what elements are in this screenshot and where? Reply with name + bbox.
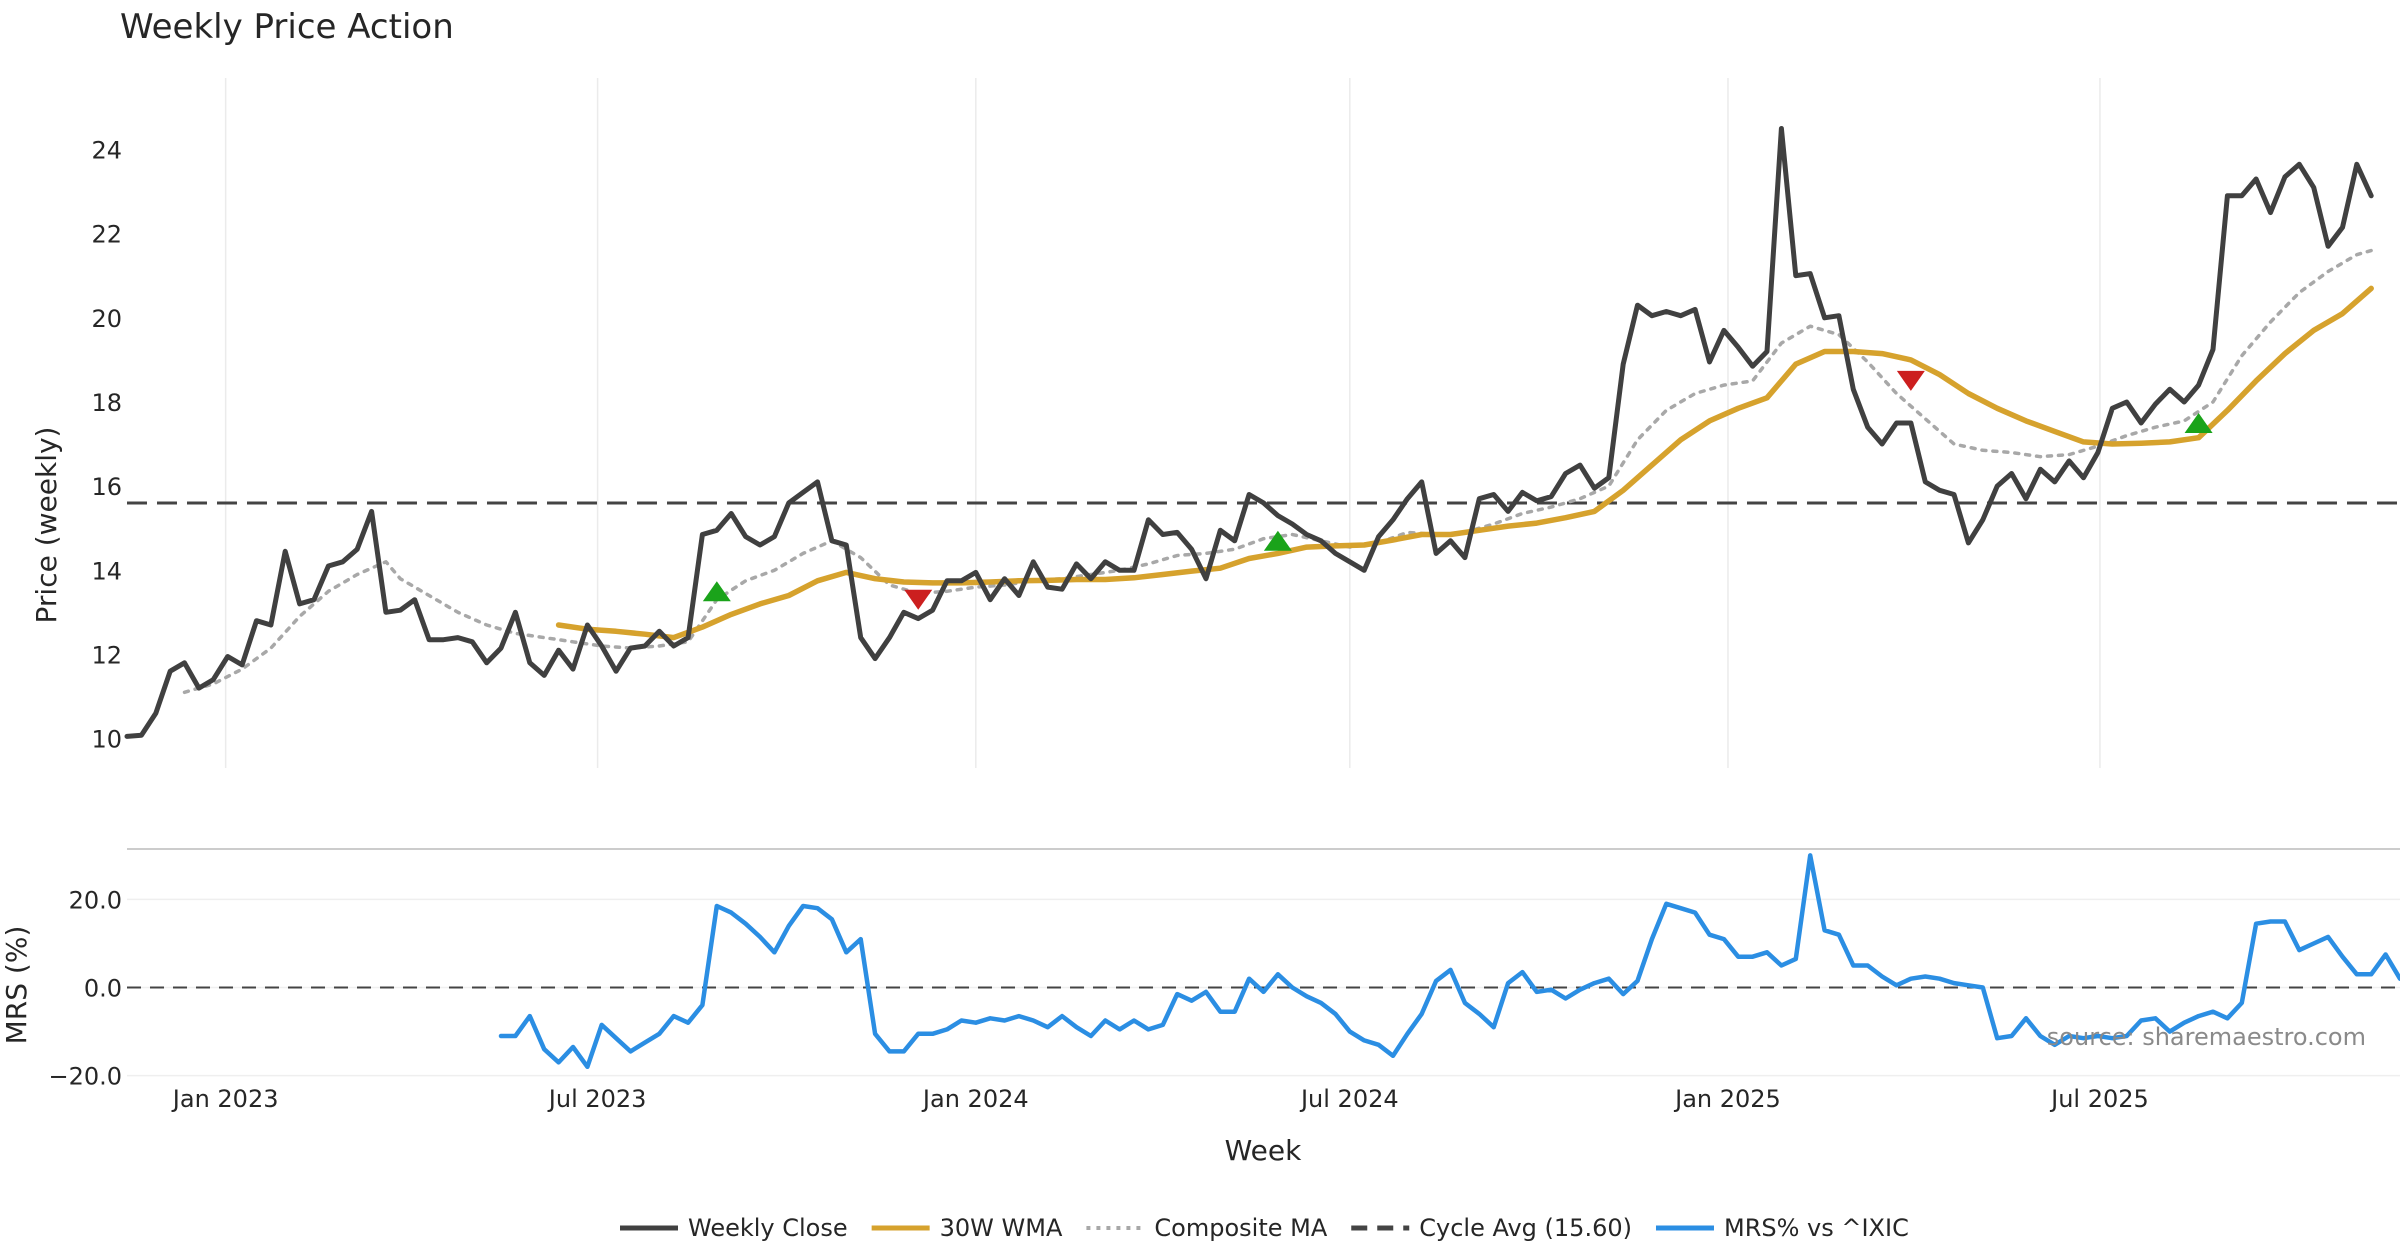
mrs-y-ticks: −20.0 0.0 20.0 xyxy=(48,886,122,1090)
x-tick-label: Jul 2024 xyxy=(1299,1085,1399,1113)
x-tick-label: Jan 2025 xyxy=(1673,1085,1781,1113)
price-series xyxy=(124,126,2374,739)
buy-signal-marker xyxy=(2184,413,2213,433)
legend-label: Weekly Close xyxy=(688,1214,848,1242)
x-tick-label: Jan 2023 xyxy=(171,1085,279,1113)
mrs-panel: −20.00.020.0 MRS (%) Jan 2023 Jul 2023 Jan… xyxy=(0,853,2400,1167)
legend-label: Cycle Avg (15.60) xyxy=(1419,1214,1632,1242)
mrs-y-axis-label: MRS (%) xyxy=(0,926,33,1045)
mrs-y-tick-label: −20.0 xyxy=(48,1063,122,1091)
price-y-tick-label: 10 xyxy=(91,726,122,754)
price-y-tick-label: 18 xyxy=(91,389,122,417)
price-y-tick-label: 12 xyxy=(91,641,122,669)
sell-signal-marker xyxy=(904,589,933,610)
weekly-close-line xyxy=(124,126,2374,739)
buy-signal-marker xyxy=(702,581,731,602)
x-tick-label: Jan 2024 xyxy=(921,1085,1029,1113)
legend-label: MRS% vs ^IXIC xyxy=(1724,1214,1909,1242)
watermark: source: sharemaestro.com xyxy=(2047,1023,2366,1051)
price-y-tick-label: 22 xyxy=(91,221,122,249)
price-y-tick-label: 20 xyxy=(91,305,122,333)
signal-markers xyxy=(702,370,2213,610)
price-y-tick-label: 14 xyxy=(91,557,122,585)
x-tick-label: Jul 2025 xyxy=(2049,1085,2149,1113)
buy-signal-marker xyxy=(1263,530,1292,551)
price-y-tick-label: 16 xyxy=(91,473,122,501)
price-y-axis-label: Price (weekly) xyxy=(30,427,63,624)
x-axis-label: Week xyxy=(1225,1134,1302,1167)
x-tick-label: Jul 2023 xyxy=(547,1085,647,1113)
x-ticks: Jan 2023 Jul 2023 Jan 2024 Jul 2024 Jan 2025… xyxy=(171,1085,2149,1113)
price-gridlines xyxy=(224,78,2101,768)
mrs-y-tick-label: 20.0 xyxy=(69,886,122,914)
mrs-y-tick-label: 0.0 xyxy=(84,975,122,1003)
sell-signal-marker xyxy=(1896,370,1925,391)
legend-label: 30W WMA xyxy=(940,1214,1063,1242)
mrs-series xyxy=(498,853,2400,1070)
legend: Weekly Close 30W WMA Composite MA Cycle Avg… xyxy=(620,1214,1909,1242)
price-y-ticks: 10 12 14 16 18 20 22 24 xyxy=(91,137,122,754)
mrs-line xyxy=(498,853,2400,1070)
price-panel: 10 12 14 16 18 20 22 24 Price (weekly) xyxy=(30,78,2400,768)
chart-title: Weekly Price Action xyxy=(120,7,454,47)
wma-30w-line xyxy=(555,285,2374,641)
composite-ma-line xyxy=(182,248,2373,695)
price-y-tick-label: 24 xyxy=(91,137,122,165)
legend-label: Composite MA xyxy=(1154,1214,1327,1242)
